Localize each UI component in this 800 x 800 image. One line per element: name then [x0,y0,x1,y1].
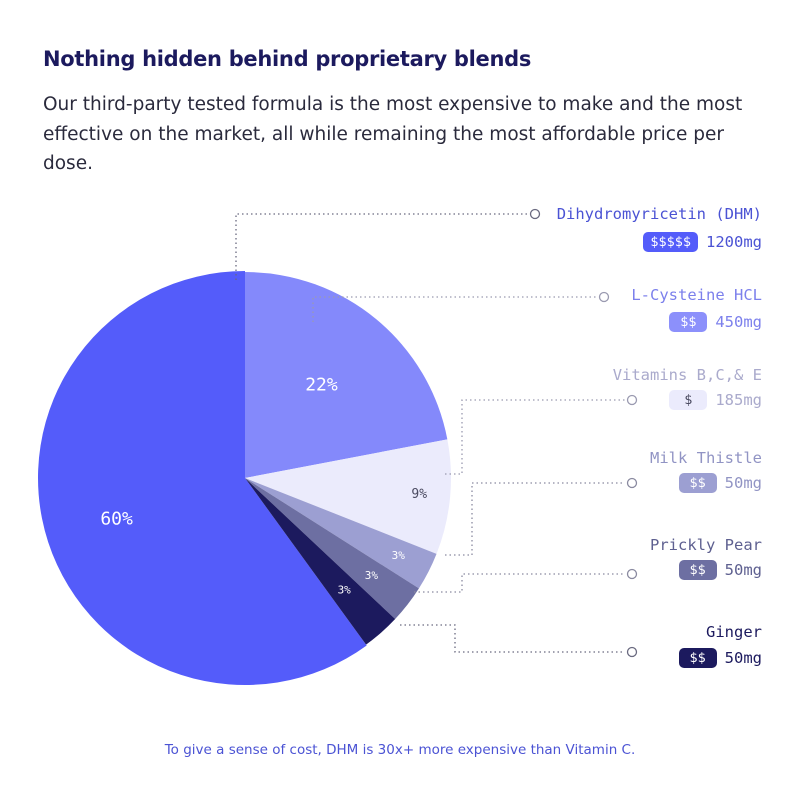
pie-slice-1 [37,271,367,685]
dose-3: 185mg [715,391,762,409]
connector-dot-2 [598,291,610,303]
legend-name-5: Prickly Pear [650,536,762,554]
slice-label-5: 3% [365,569,379,582]
pie-slice-3 [245,439,452,554]
connector-dot-5 [626,568,638,580]
legend-name-2: L-Cysteine HCL [631,286,762,304]
slice-labels: 60% 22% 9% 3% 3% 3% [100,375,427,597]
dose-2: 450mg [715,313,762,331]
slice-label-1: 60% [100,509,133,530]
legend-price-row-3: $185mg [669,389,762,411]
connector-line-3 [445,399,625,475]
chart-title: Nothing hidden behind proprietary blends [43,47,532,71]
legend-price-row-6: $$ 50mg [678,647,762,669]
dose-6: 50mg [724,649,762,667]
price-badge-4: $$ [678,473,717,493]
dose-5: 50mg [724,561,762,579]
legend-price-row-4: $$ 50mg [678,472,762,494]
connector-line-1 [235,213,528,280]
legend-price-row-5: $$ 50mg [678,559,762,581]
slice-label-2: 22% [305,375,338,396]
dose-4: 50mg [724,474,762,492]
pie-slice-5 [245,478,419,620]
legend-connectors [235,208,638,658]
pie-slice-4 [245,478,437,589]
dose-1: 1200mg [706,233,762,251]
slice-label-4: 3% [392,549,406,562]
connector-dot-6 [626,646,638,658]
connector-dot-1 [529,208,541,220]
legend-name-6: Ginger [706,623,762,641]
price-badge-3: $ [669,390,708,410]
pie-slice-6 [245,478,396,645]
chart-subtitle: Our third-party tested formula is the mo… [43,94,743,174]
price-badge-2: $$ [669,312,708,332]
slice-label-3: 9% [411,487,427,502]
legend-name-3: Vitamins B,C,& E [612,366,762,384]
legend-price-row-1: $$$$$ 1200mg [643,231,762,253]
connector-line-6 [400,624,625,653]
pie-slice-2 [245,272,448,478]
footnote: To give a sense of cost, DHM is 30x+ mor… [164,742,636,758]
connector-dot-4 [626,477,638,489]
price-badge-6: $$ [678,648,717,668]
connector-dot-3 [626,394,638,406]
price-badge-1: $$$$$ [643,232,698,252]
legend-name-1: Dihydromyricetin (DHM) [556,205,762,223]
connector-line-4 [445,482,625,556]
slice-label-6: 3% [338,584,352,597]
legend-price-row-2: $$ 450mg [669,311,762,333]
legend-name-4: Milk Thistle [650,449,762,467]
pie-slices [37,271,452,685]
price-badge-5: $$ [678,560,717,580]
connector-line-5 [414,573,625,593]
